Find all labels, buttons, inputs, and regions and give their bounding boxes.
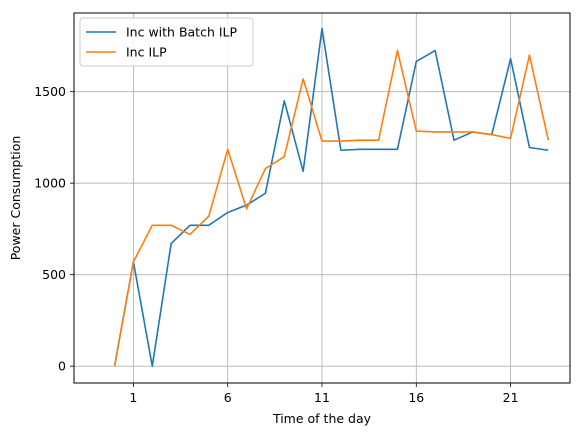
legend-label: Inc with Batch ILP xyxy=(126,25,238,40)
y-tick-label: 1500 xyxy=(34,84,66,99)
x-axis-label: Time of the day xyxy=(272,411,372,426)
y-axis-label: Power Consumption xyxy=(8,136,23,261)
y-tick-label: 500 xyxy=(42,267,66,282)
legend-label: Inc ILP xyxy=(126,45,167,60)
series-lines xyxy=(113,27,550,367)
y-tick-label: 1000 xyxy=(34,176,66,191)
series-line-2 xyxy=(113,49,550,367)
legend: Inc with Batch ILP Inc ILP xyxy=(79,17,254,67)
x-tick-label: 21 xyxy=(503,390,519,405)
x-tick-label: 6 xyxy=(224,390,232,405)
grid xyxy=(74,13,570,383)
x-tick-label: 16 xyxy=(408,390,424,405)
legend-box xyxy=(79,17,254,67)
y-tick-label: 0 xyxy=(58,359,66,374)
x-tick-label: 1 xyxy=(129,390,137,405)
x-tick-label: 11 xyxy=(314,390,330,405)
